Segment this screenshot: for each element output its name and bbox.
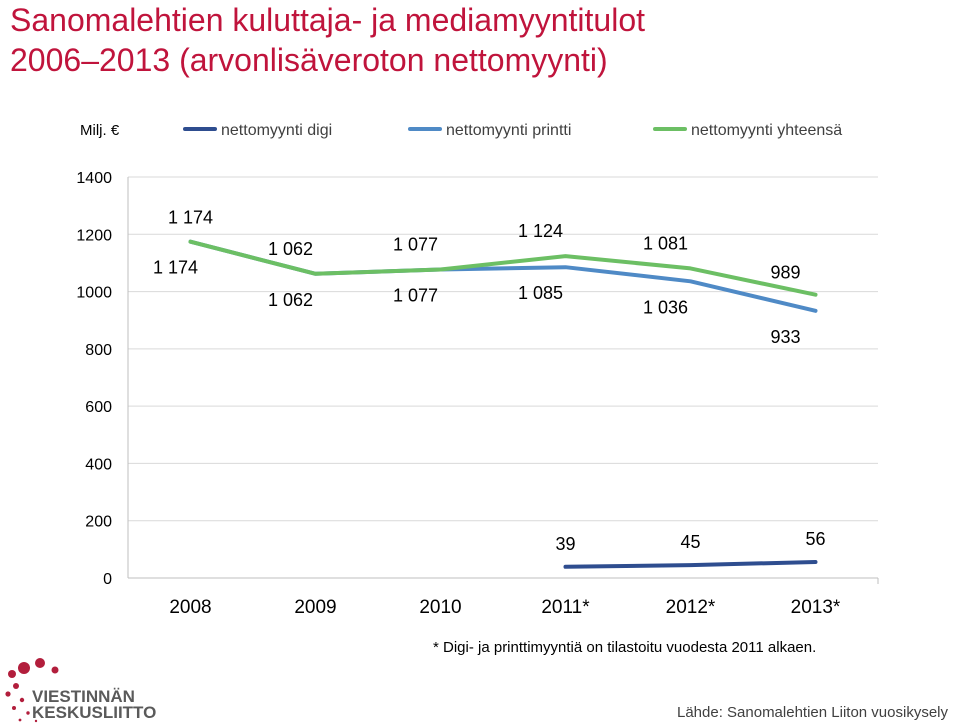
y-tick-label: 0 [103,571,112,588]
logo-text-line1: VIESTINNÄN [32,687,135,706]
chart-title: Sanomalehtien kuluttaja- ja mediamyyntit… [10,0,910,80]
series-line-3 [188,239,818,297]
line-chart: 0 200 400 600 800 1000 1200 1400 2008 2009 2010 201… [76,122,879,618]
data-label: 1 174 [153,258,198,278]
data-label: 56 [805,529,825,549]
data-label: 1 077 [393,286,438,306]
logo-dots-icon [5,658,59,723]
y-tick-label: 800 [85,342,112,359]
data-label: 1 124 [518,221,563,241]
y-tick-label: 400 [85,456,112,473]
data-label: 1 081 [643,233,688,253]
series-line-1 [563,560,818,569]
x-tick-label: 2011* [541,597,590,618]
y-tick-label: 1400 [76,170,112,187]
legend-label-1: nettomyynti digi [221,122,332,139]
footnote: * Digi- ja printtimyyntiä on tilastoitu … [433,639,817,656]
data-label: 1 036 [643,297,688,317]
data-label: 1 062 [268,239,313,259]
y-tick-label: 1200 [76,227,112,244]
unit-label: Milj. € [80,122,120,139]
data-label: 45 [680,532,700,552]
data-label: 1 085 [518,283,563,303]
x-tick-label: 2012* [666,597,716,618]
x-tick-label: 2010 [419,597,461,618]
y-tick-label: 200 [85,514,112,531]
x-tick-label: 2008 [169,597,211,618]
viestinnan-keskusliitto-logo: VIESTINNÄN KESKUSLIITTO [5,658,156,723]
legend-label-2: nettomyynti printti [446,122,571,139]
x-tick-label: 2013* [791,597,841,618]
data-label: 1 077 [393,235,438,255]
data-label: 1 174 [168,208,213,228]
logo-text-line2: KESKUSLIITTO [32,703,156,722]
x-tick-label: 2009 [294,597,336,618]
data-label: 989 [770,263,800,283]
y-tick-label: 1000 [76,285,112,302]
data-label: 1 062 [268,290,313,310]
chart-title-line2: 2006–2013 (arvonlisäveroton nettomyynti) [10,42,608,78]
chart-title-line1: Sanomalehtien kuluttaja- ja mediamyyntit… [10,2,645,38]
y-tick-label: 600 [85,399,112,416]
data-label: 933 [770,327,800,347]
legend-label-3: nettomyynti yhteensä [691,122,842,139]
source-note: Lähde: Sanomalehtien Liiton vuosikysely [676,704,948,721]
data-label: 39 [555,534,575,554]
